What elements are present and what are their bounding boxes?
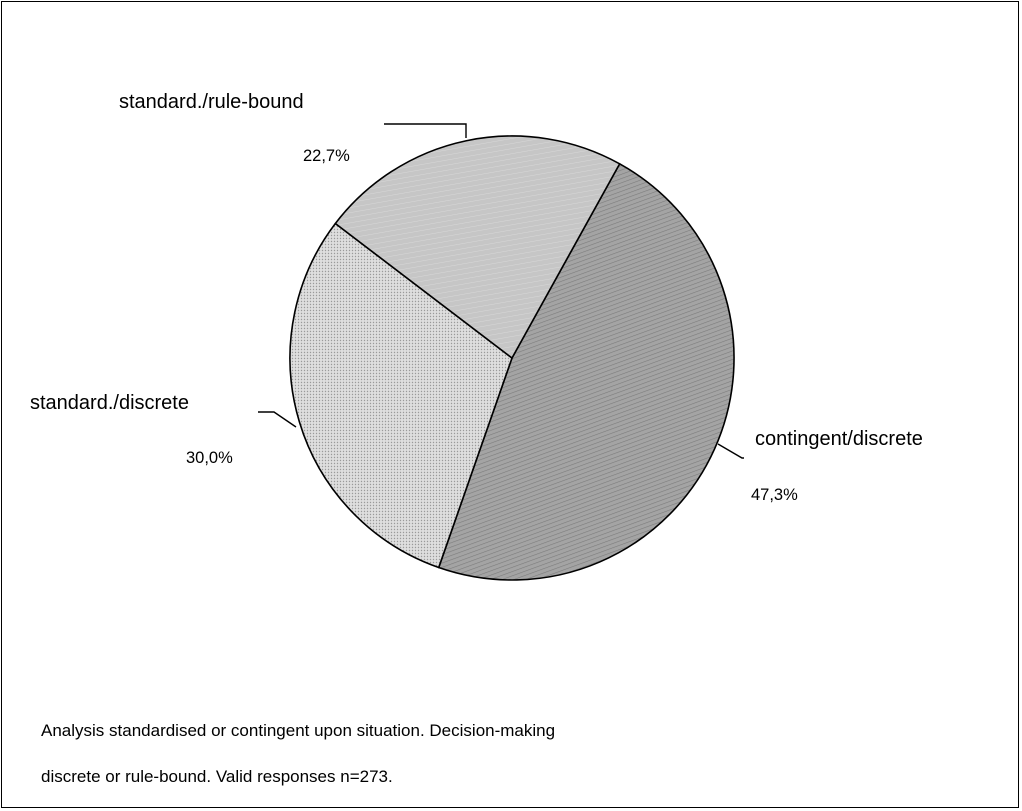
chart-caption-line-1: Analysis standardised or contingent upon… <box>41 721 556 740</box>
slice-label-standard-discrete: standard./discrete <box>30 392 189 414</box>
pie-leader-lines <box>258 123 744 459</box>
slice-value-standard-discrete: 30,0% <box>186 449 233 467</box>
leader-contingent-discrete <box>717 443 744 459</box>
pie-labels: contingent/discrete 47,3% standard./disc… <box>30 91 923 504</box>
slice-label-contingent-discrete: contingent/discrete <box>755 428 923 450</box>
leader-standard-rule-bound <box>384 123 467 138</box>
slice-standard-rule-bound <box>334 135 621 359</box>
slice-standard-discrete <box>289 222 513 569</box>
leader-standard-discrete <box>258 411 297 428</box>
slice-value-standard-rule-bound: 22,7% <box>303 147 350 165</box>
slice-value-contingent-discrete: 47,3% <box>751 486 798 504</box>
pie-slices <box>289 135 735 581</box>
slice-label-standard-rule-bound: standard./rule-bound <box>119 91 304 113</box>
slice-contingent-discrete <box>437 163 735 581</box>
chart-caption-line-2: discrete or rule-bound. Valid responses … <box>41 767 393 786</box>
